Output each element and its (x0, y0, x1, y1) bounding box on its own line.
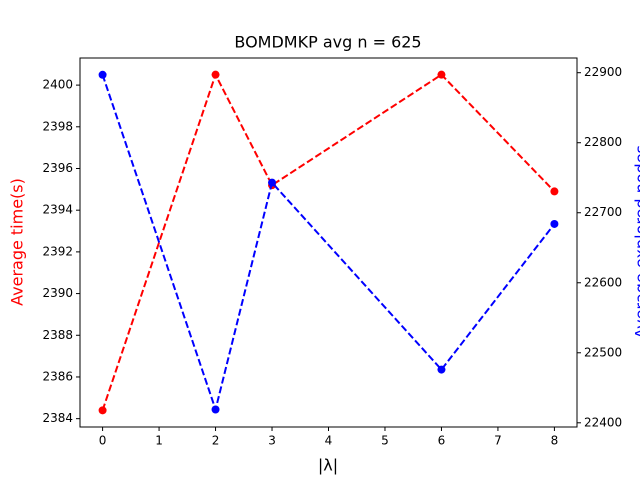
y2-tick-label: 22700 (584, 205, 622, 219)
x-tick-label: 4 (325, 434, 333, 448)
y-tick-label: 2384 (42, 411, 73, 425)
data-point (437, 365, 446, 374)
y2-tick-label: 22500 (584, 345, 622, 359)
y-tick-label: 2394 (42, 203, 73, 217)
y-tick-label: 2400 (42, 78, 73, 92)
y-tick-label: 2386 (42, 369, 73, 383)
x-tick-label: 2 (212, 434, 220, 448)
y-tick-label: 2390 (42, 286, 73, 300)
x-tick-label: 5 (381, 434, 389, 448)
data-point (550, 219, 559, 228)
data-point (211, 70, 220, 79)
series-line (101, 74, 556, 414)
data-point (437, 70, 446, 79)
data-point (98, 70, 107, 79)
y-tick-label: 2392 (42, 244, 73, 258)
y2-tick-label: 22600 (584, 275, 622, 289)
chart-title: BOMDMKP avg n = 625 (234, 33, 421, 52)
data-point (268, 178, 277, 187)
series-line (101, 72, 556, 411)
data-point (211, 405, 220, 414)
x-tick-label: 0 (99, 434, 107, 448)
y-tick-label: 2396 (42, 161, 73, 175)
x-axis-label: |λ| (318, 456, 338, 475)
y2-tick-label: 22400 (584, 415, 622, 429)
x-tick-label: 8 (551, 434, 559, 448)
y-axis-label: Average time(s) (8, 178, 27, 306)
data-point (98, 406, 107, 415)
x-tick-label: 1 (155, 434, 163, 448)
data-point (550, 187, 559, 196)
y-tick-label: 2398 (42, 119, 73, 133)
x-tick-label: 6 (438, 434, 446, 448)
y2-tick-label: 22900 (584, 65, 622, 79)
y-tick-label: 2388 (42, 328, 73, 342)
x-tick-label: 3 (268, 434, 276, 448)
y2-tick-label: 22800 (584, 135, 622, 149)
y2-axis-label: Average explored nodes (632, 145, 640, 339)
x-tick-label: 7 (494, 434, 502, 448)
